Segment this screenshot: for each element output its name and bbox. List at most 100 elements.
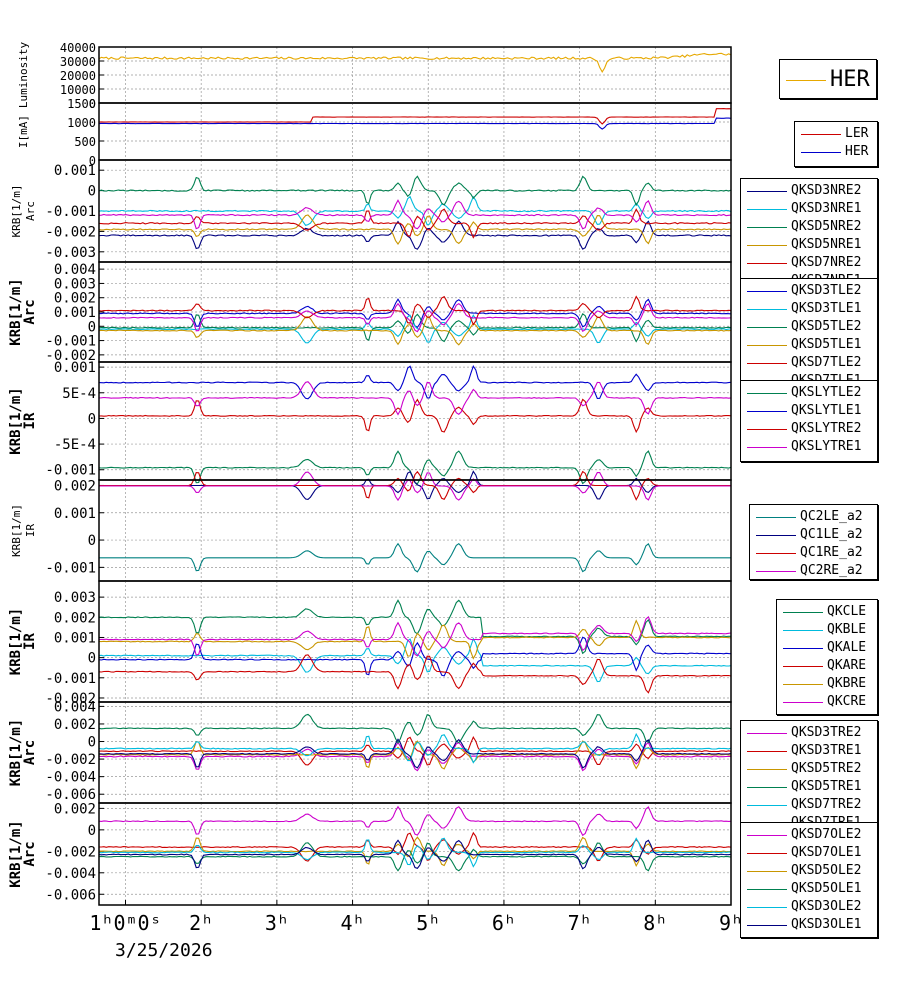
legend-swatch xyxy=(747,751,787,752)
legend-label: QKSLYTLE1 xyxy=(791,403,862,418)
series-qksd7nre2 xyxy=(98,208,732,239)
legend-entry: QC2RE_a2 xyxy=(750,562,877,580)
y-tick-label: -0.002 xyxy=(45,224,96,240)
y-axis-label: KRB[1/m] xyxy=(8,278,24,345)
series-qksd5ole1 xyxy=(98,842,732,872)
legend-label: QKSLYTRE2 xyxy=(791,421,862,436)
legend-label: QKSD5TLE1 xyxy=(791,337,862,352)
legend-swatch xyxy=(747,393,787,394)
legend-label: QKSD5OLE2 xyxy=(791,863,862,878)
legend-panel-2: LER HER xyxy=(794,121,878,167)
series-qksd5nre2 xyxy=(98,175,732,207)
legend-swatch xyxy=(747,925,787,926)
legend-entry: QKSD5TLE2 xyxy=(741,318,877,336)
series-qksd7ole1 xyxy=(99,831,732,862)
y-axis-label: KRB[1/m] xyxy=(8,820,24,887)
legend-swatch xyxy=(747,805,787,806)
y-tick-label: 0.004 xyxy=(54,262,96,278)
series-qksd5tre1 xyxy=(98,713,732,744)
legend-swatch xyxy=(747,411,787,412)
legend-label: QKSD7TRE2 xyxy=(791,797,862,812)
legend-entry: QKSLYTRE1 xyxy=(741,438,877,456)
legend-swatch xyxy=(783,612,823,613)
legend-entry: QKSD5TRE2 xyxy=(741,760,877,778)
series-qksd3ole2 xyxy=(98,837,731,868)
series-qkare xyxy=(98,654,732,694)
legend-swatch xyxy=(756,535,796,536)
series-qksd7ole2 xyxy=(98,805,732,837)
legend-label: QKSD3OLE2 xyxy=(791,899,862,914)
y-tick-label: 0.004 xyxy=(54,699,96,715)
y-tick-label: 10000 xyxy=(60,83,96,97)
series-qkcre xyxy=(98,615,732,657)
legend-swatch xyxy=(747,227,787,228)
legend-swatch xyxy=(756,553,796,554)
panel-frame xyxy=(98,701,732,804)
y-axis-label: Arc xyxy=(22,841,38,866)
panel-3: -0.003 -0.002 -0.001 0 0.001 KRB[1/m] Arc xyxy=(10,159,732,263)
legend-entry: QKSD3NRE2 xyxy=(741,182,877,200)
series-qksd3nre2 xyxy=(98,220,732,250)
series-qkslytle1 xyxy=(98,364,732,400)
y-tick-label: -5E-4 xyxy=(54,437,96,453)
legend-panel-6: QC2LE_a2 QC1LE_a2 QC1RE_a2 QC2RE_a2 xyxy=(749,504,878,580)
y-tick-label: 0 xyxy=(88,184,96,200)
legend-swatch xyxy=(801,152,841,153)
series-qksd7tle1 xyxy=(98,302,732,333)
series-qc2re_a2 xyxy=(99,471,731,502)
y-axis-label: I[mA] xyxy=(17,115,30,148)
y-tick-label: 0 xyxy=(88,533,96,549)
y-axis-label: Luminosity xyxy=(17,42,30,109)
y-tick-label: 0.002 xyxy=(54,610,96,626)
legend-swatch xyxy=(747,345,787,346)
legend-swatch xyxy=(783,648,823,649)
series-qksd3tre1 xyxy=(98,736,732,766)
y-tick-label: -0.006 xyxy=(45,787,96,803)
legend-swatch xyxy=(747,447,787,448)
x-tick-label: 4ʰ xyxy=(341,911,365,935)
legend-label: QKSD5OLE1 xyxy=(791,881,862,896)
legend-label: QKSD5TRE1 xyxy=(791,779,862,794)
legend-entry: QKSD3OLE1 xyxy=(741,916,877,934)
legend-label: QKSD7OLE2 xyxy=(791,827,862,842)
panel-2: 0 500 1000 1500 I[mA] xyxy=(17,97,732,168)
y-axis-label: IR xyxy=(24,524,37,538)
legend-swatch xyxy=(801,134,841,135)
legend-swatch xyxy=(783,666,823,667)
legend-entry: QKSD5OLE1 xyxy=(741,880,877,898)
y-axis-label: Arc xyxy=(22,740,38,765)
series-qksd3tre2 xyxy=(99,741,731,772)
series-qksd7nre1 xyxy=(98,199,732,230)
legend-panel-1: HER xyxy=(779,59,877,99)
y-tick-label: -0.004 xyxy=(45,770,96,786)
legend-swatch xyxy=(747,853,787,854)
legend-entry: QKSD7OLE2 xyxy=(741,826,877,844)
y-tick-label: 0.001 xyxy=(54,360,96,376)
legend-swatch xyxy=(783,702,823,703)
legend-label: QKALE xyxy=(827,640,867,655)
legend-swatch xyxy=(756,517,796,518)
legend-label: QKCLE xyxy=(827,604,867,619)
legend-label: QKSD3OLE1 xyxy=(791,917,862,932)
legend-label: QKBRE xyxy=(827,676,867,691)
legend-label: QKSLYTRE1 xyxy=(791,439,862,454)
panel-9: -0.006 -0.004 -0.002 0 0.002 KRB[1/m]Arc xyxy=(8,801,732,906)
y-tick-label: 1500 xyxy=(67,97,96,111)
y-axis-label: Arc xyxy=(22,299,38,324)
legend-entry: QKSD3TLE1 xyxy=(741,300,877,318)
x-tick-label: 5ʰ xyxy=(416,911,440,935)
legend-entry: QKSD5TRE1 xyxy=(741,778,877,796)
x-tick-label: 1ʰ0ᵐ0ˢ xyxy=(89,911,161,935)
legend-entry: QKSD7TLE2 xyxy=(741,354,877,372)
legend-label: HER xyxy=(845,144,869,159)
legend-label: QKSD3TRE2 xyxy=(791,725,862,740)
y-tick-label: 0.002 xyxy=(54,717,96,733)
y-tick-label: 0 xyxy=(88,411,96,427)
legend-swatch xyxy=(783,630,823,631)
panel-frame xyxy=(98,102,732,161)
series-ler xyxy=(98,108,732,125)
y-axis-label: KRB[1/m] xyxy=(8,719,24,786)
legend-entry: QKSD5OLE2 xyxy=(741,862,877,880)
series-qksd5ole2 xyxy=(98,836,731,868)
